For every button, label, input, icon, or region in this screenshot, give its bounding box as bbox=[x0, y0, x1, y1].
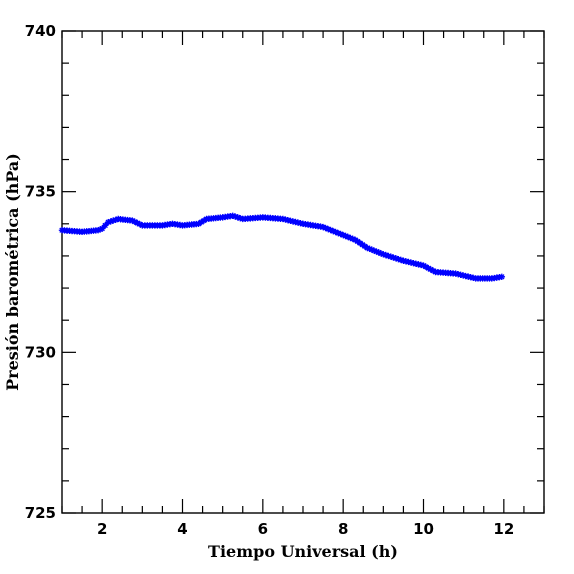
data-point bbox=[319, 223, 327, 231]
data-point bbox=[387, 253, 395, 260]
data-point bbox=[395, 255, 402, 263]
data-point bbox=[339, 231, 347, 239]
data-point bbox=[498, 273, 506, 281]
data-point bbox=[382, 251, 390, 259]
data-point bbox=[101, 222, 109, 229]
data-point bbox=[337, 230, 344, 238]
data-point bbox=[397, 256, 405, 264]
data-point bbox=[198, 218, 205, 226]
data-point bbox=[429, 267, 437, 274]
data-point bbox=[234, 214, 241, 221]
y-axis-title: Presión barométrica (hPa) bbox=[3, 153, 22, 391]
data-point bbox=[373, 248, 380, 255]
tick-labels: 2 4 6 8 10 12 725 730 735 740 bbox=[25, 22, 515, 538]
data-point bbox=[380, 251, 387, 258]
data-point bbox=[229, 212, 236, 219]
data-point bbox=[327, 226, 334, 234]
data-point bbox=[425, 264, 432, 272]
data-point bbox=[110, 217, 117, 224]
data-point bbox=[377, 250, 385, 257]
data-point bbox=[324, 225, 332, 233]
data-point bbox=[420, 262, 427, 269]
x-tick-label: 8 bbox=[338, 520, 348, 538]
x-axis-title: Tiempo Universal (h) bbox=[208, 542, 398, 561]
data-point bbox=[94, 227, 102, 234]
data-point bbox=[385, 252, 392, 260]
data-point bbox=[329, 227, 337, 235]
x-tick-label: 12 bbox=[493, 520, 514, 538]
data-point bbox=[237, 214, 244, 222]
y-tick-label: 725 bbox=[25, 504, 56, 522]
y-tick-label: 730 bbox=[25, 343, 56, 361]
data-point bbox=[129, 217, 136, 224]
data-point bbox=[96, 226, 104, 233]
data-point bbox=[134, 219, 141, 227]
x-tick-label: 10 bbox=[413, 520, 434, 538]
data-point bbox=[104, 218, 112, 226]
data-point bbox=[98, 225, 106, 232]
data-point bbox=[334, 229, 342, 237]
data-point bbox=[349, 235, 357, 243]
data-point bbox=[332, 228, 339, 236]
data-point bbox=[344, 233, 352, 241]
x-tick-label: 2 bbox=[97, 520, 107, 538]
data-point bbox=[364, 244, 371, 252]
data-point bbox=[422, 263, 430, 271]
data-point bbox=[107, 218, 114, 225]
data-point bbox=[392, 255, 400, 262]
x-tick-label: 6 bbox=[258, 520, 268, 538]
data-point bbox=[232, 213, 239, 220]
series-layer bbox=[58, 212, 506, 282]
data-point bbox=[347, 234, 354, 242]
y-tick-label: 735 bbox=[25, 183, 56, 201]
data-point bbox=[112, 216, 119, 223]
data-point bbox=[195, 220, 202, 227]
data-point bbox=[342, 232, 349, 240]
x-tick-label: 4 bbox=[177, 520, 187, 538]
data-point bbox=[375, 249, 382, 256]
plot-frame bbox=[61, 30, 545, 514]
data-point bbox=[370, 247, 378, 254]
data-point bbox=[366, 245, 373, 253]
data-point bbox=[390, 254, 397, 261]
y-tick-label: 740 bbox=[25, 22, 56, 40]
data-point bbox=[200, 217, 208, 224]
data-point bbox=[368, 246, 376, 253]
data-point bbox=[131, 218, 139, 225]
data-point bbox=[322, 224, 329, 232]
data-point bbox=[136, 221, 144, 228]
axis-ticks bbox=[61, 30, 545, 514]
data-point bbox=[427, 266, 434, 273]
